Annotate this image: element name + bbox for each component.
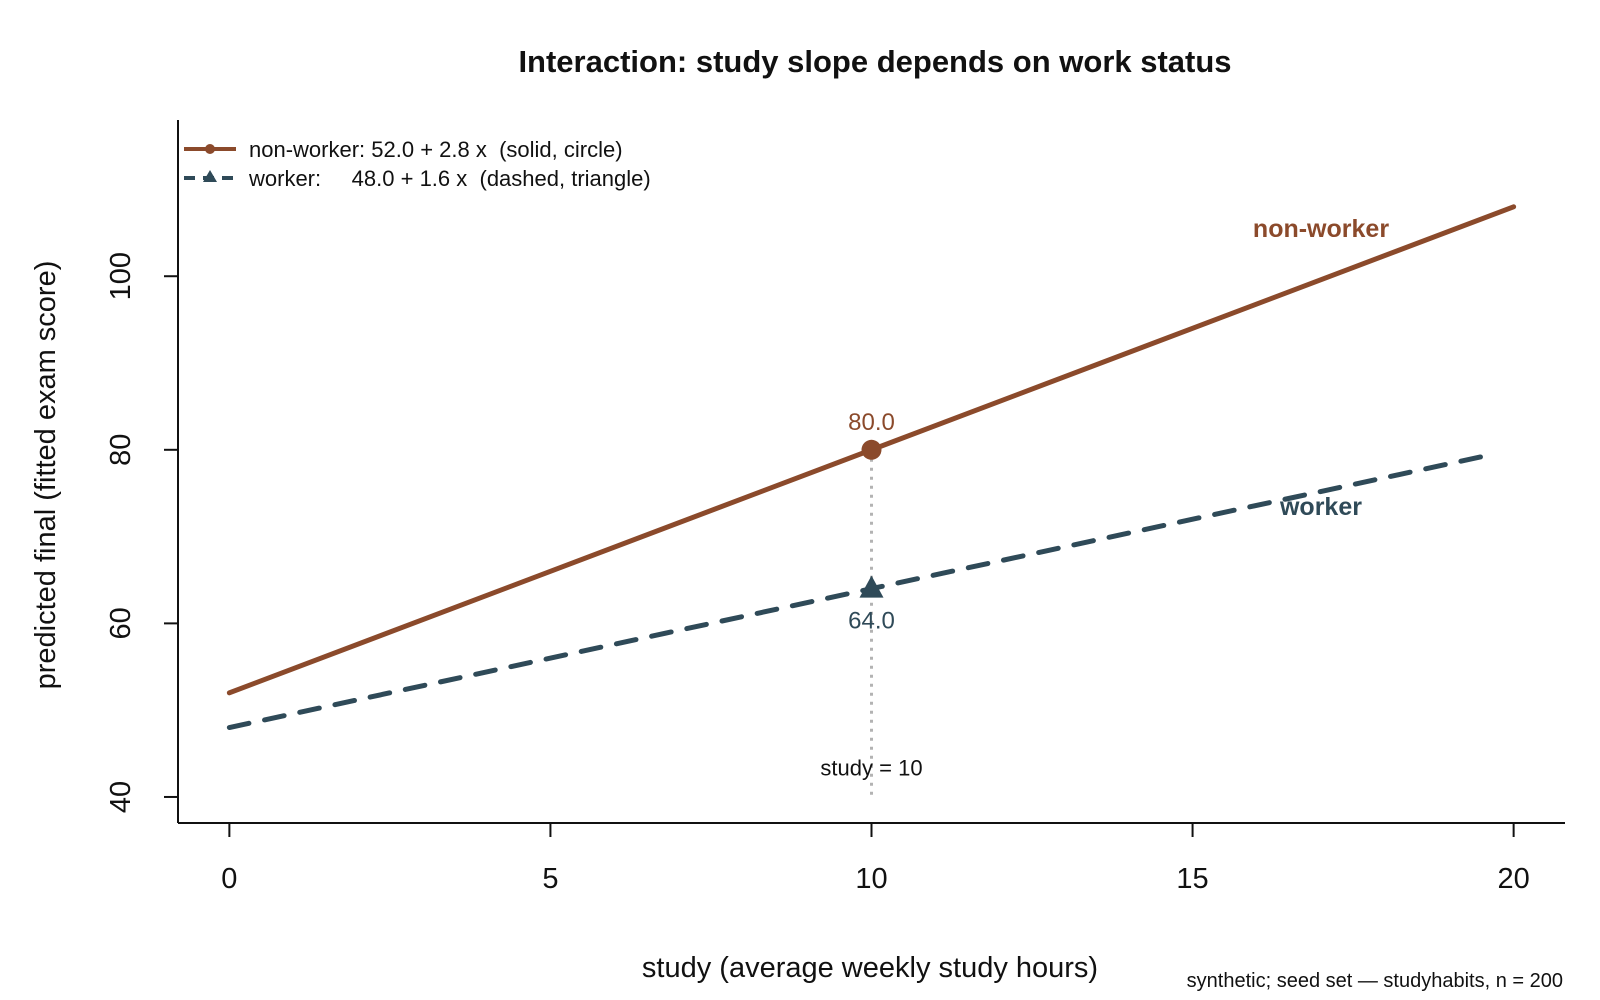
series-line-worker bbox=[226, 452, 1491, 731]
footnote: synthetic; seed set — studyhabits, n = 2… bbox=[1187, 970, 1563, 992]
y-tick-label: 60 bbox=[105, 607, 137, 639]
legend-label-worker: worker: 48.0 + 1.6 x (dashed, triangle) bbox=[248, 166, 651, 191]
legend-marker-triangle bbox=[203, 170, 217, 182]
y-axis-label: predicted final (fitted exam score) bbox=[30, 261, 62, 690]
legend-marker-circle bbox=[205, 144, 215, 154]
series-labels: non-worker worker bbox=[1253, 215, 1389, 521]
x-tick-label: 20 bbox=[1497, 863, 1529, 895]
y-tick-label: 100 bbox=[105, 252, 137, 300]
x-tick-label: 0 bbox=[221, 863, 237, 895]
x-axis-label: study (average weekly study hours) bbox=[642, 952, 1098, 984]
highlight-points: 80.0 64.0 bbox=[848, 409, 895, 635]
y-ticks: 40 60 80 100 bbox=[105, 252, 178, 813]
x-tick-label: 5 bbox=[542, 863, 558, 895]
point-value-label: 64.0 bbox=[848, 608, 895, 635]
reference-label: study = 10 bbox=[820, 755, 922, 780]
point-marker-worker bbox=[859, 575, 884, 598]
y-tick-label: 40 bbox=[105, 781, 137, 813]
series-label-non-worker: non-worker bbox=[1253, 215, 1389, 243]
y-tick-label: 80 bbox=[105, 434, 137, 466]
x-tick-label: 10 bbox=[855, 863, 887, 895]
x-tick-label: 15 bbox=[1176, 863, 1208, 895]
chart-title: Interaction: study slope depends on work… bbox=[518, 44, 1231, 79]
x-ticks: 0 5 10 15 20 bbox=[221, 823, 1530, 895]
series-label-worker: worker bbox=[1279, 493, 1362, 521]
legend-label-non-worker: non-worker: 52.0 + 2.8 x (solid, circle) bbox=[249, 137, 623, 162]
point-value-label: 80.0 bbox=[848, 409, 895, 436]
legend: non-worker: 52.0 + 2.8 x (solid, circle)… bbox=[184, 137, 651, 191]
point-marker-non-worker bbox=[861, 439, 882, 460]
